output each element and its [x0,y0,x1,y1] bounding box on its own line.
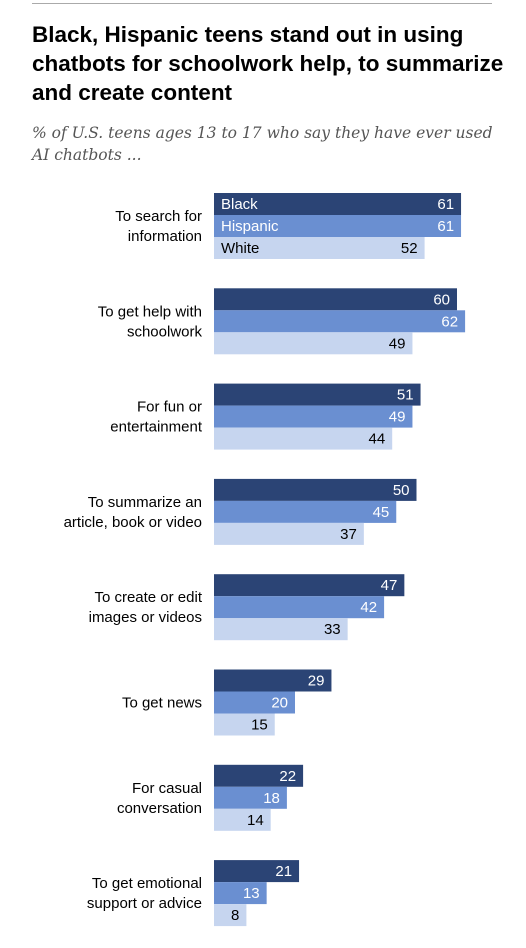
bar-white [214,332,413,355]
category-label: article, book or video [64,514,202,531]
bar-black [214,669,332,692]
category-label: For fun or [137,399,202,416]
category-label: conversation [117,800,202,817]
bar-value-label: 47 [381,577,398,594]
top-rule [32,3,492,4]
bar-black [214,193,462,215]
bar-value-label: 42 [360,599,377,616]
bar-black [214,383,421,406]
bar-value-label: 21 [275,863,292,880]
legend-label-black: Black [221,196,258,213]
bar-white [214,904,247,927]
bar-value-label: 29 [308,673,325,690]
bar-white [214,713,275,736]
category-label: entertainment [110,419,203,436]
bar-value-label: 50 [393,482,410,499]
bar-value-label: 51 [397,387,414,404]
bar-value-label: 18 [263,790,280,807]
bar-value-label: 61 [437,218,454,235]
bar-value-label: 33 [324,621,341,638]
bar-value-label: 14 [247,812,264,829]
category-label: To get help with [98,303,202,320]
bar-black [214,574,405,597]
bar-white [214,618,348,641]
bar-value-label: 49 [389,409,406,426]
bar-white [214,237,425,259]
legend-label-hispanic: Hispanic [221,218,279,235]
bar-value-label: 22 [279,768,296,785]
category-label: images or videos [89,609,202,626]
chart-title: Black, Hispanic teens stand out in using… [32,22,504,105]
bar-black [214,860,300,883]
chart-subtitle: % of U.S. teens ages 13 to 17 who say th… [32,124,493,164]
category-label: To summarize an [88,494,202,511]
bar-value-label: 20 [271,695,288,712]
bar-value-label: 60 [433,291,450,308]
bar-value-label: 62 [441,313,458,330]
bar-hispanic [214,691,295,714]
bar-value-label: 45 [373,504,390,521]
bar-black [214,764,304,787]
bar-hispanic [214,786,287,809]
bar-hispanic [214,882,267,905]
bar-value-label: 37 [340,526,357,543]
category-label: For casual [132,780,202,797]
category-label: To get emotional [92,875,202,892]
category-label: schoolwork [127,323,203,340]
bar-white [214,427,393,450]
bar-hispanic [214,215,462,237]
legend-label-white: White [221,240,259,257]
category-label: To create or edit [94,589,202,606]
bar-value-label: 44 [369,431,386,448]
category-label: To get news [122,695,202,712]
bar-value-label: 8 [231,907,239,924]
bar-value-label: 15 [251,717,268,734]
bar-hispanic [214,310,466,333]
bar-hispanic [214,596,385,619]
bar-black [214,288,457,311]
category-label: information [128,228,202,245]
bar-black [214,478,417,501]
bar-value-label: 52 [401,240,418,257]
bar-value-label: 61 [437,196,454,213]
bar-white [214,522,364,545]
bar-value-label: 49 [389,335,406,352]
bar-hispanic [214,405,413,428]
bar-value-label: 13 [243,885,260,902]
bar-white [214,808,271,831]
bar-hispanic [214,500,397,523]
category-label: support or advice [87,895,202,912]
category-label: To search for [115,208,202,225]
